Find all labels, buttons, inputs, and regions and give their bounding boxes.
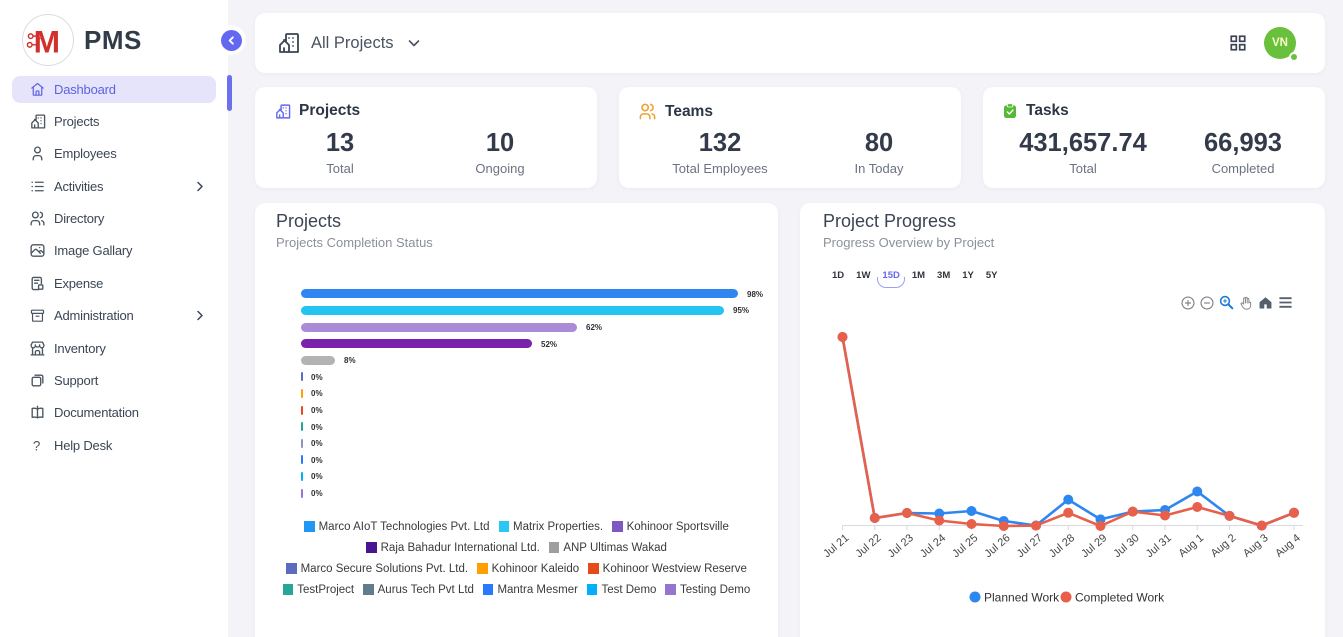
svg-text:Jul 25: Jul 25: [950, 532, 980, 560]
svg-text:Aug 3: Aug 3: [1241, 532, 1271, 560]
svg-text:Aug 2: Aug 2: [1209, 532, 1239, 560]
svg-text:Aug 1: Aug 1: [1176, 532, 1206, 560]
svg-text:Jul 28: Jul 28: [1047, 532, 1077, 560]
svg-text:Jul 21: Jul 21: [821, 532, 851, 560]
svg-text:Jul 26: Jul 26: [982, 532, 1012, 560]
svg-text:M: M: [34, 24, 60, 60]
svg-text:Jul 29: Jul 29: [1079, 532, 1109, 560]
svg-text:Jul 22: Jul 22: [853, 532, 883, 560]
svg-text:Aug 4: Aug 4: [1273, 532, 1303, 560]
svg-text:Jul 23: Jul 23: [886, 532, 916, 560]
svg-text:Jul 30: Jul 30: [1111, 532, 1141, 560]
svg-text:Completed Work: Completed Work: [1075, 591, 1165, 605]
svg-text:Planned Work: Planned Work: [984, 591, 1060, 605]
svg-text:Jul 31: Jul 31: [1144, 532, 1174, 560]
svg-text:?: ?: [33, 438, 40, 453]
svg-text:Jul 27: Jul 27: [1015, 532, 1045, 560]
svg-text:Jul 24: Jul 24: [918, 532, 948, 560]
